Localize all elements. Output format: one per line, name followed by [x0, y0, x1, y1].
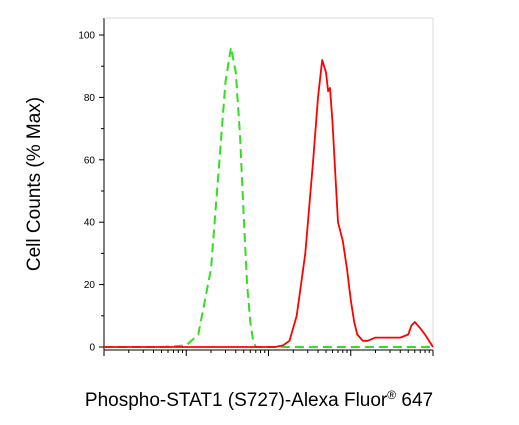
x-axis-label: Phospho-STAT1 (S727)-Alexa Fluor® 647	[85, 388, 433, 411]
y-axis: 0 20 40 60 80 100	[78, 31, 104, 354]
y-axis-label: Cell Counts (% Max)	[24, 97, 45, 271]
series-line-green-dashed	[104, 46, 433, 348]
x-axis-label-main: Phospho-STAT1 (S727)-Alexa Fluor	[85, 390, 388, 411]
y-tick-label: 0	[89, 343, 95, 354]
y-tick-label: 20	[84, 280, 96, 291]
x-axis-label-suffix: 647	[396, 390, 433, 411]
y-tick-label: 100	[78, 31, 95, 42]
y-tick-label: 40	[84, 218, 96, 229]
plot-area	[103, 17, 434, 351]
series-line-red	[104, 59, 434, 348]
x-axis-label-registered: ®	[387, 388, 396, 402]
y-tick-label: 80	[84, 93, 96, 104]
x-axis	[103, 350, 434, 356]
y-tick-label: 60	[84, 155, 96, 166]
series-layer	[104, 46, 434, 348]
